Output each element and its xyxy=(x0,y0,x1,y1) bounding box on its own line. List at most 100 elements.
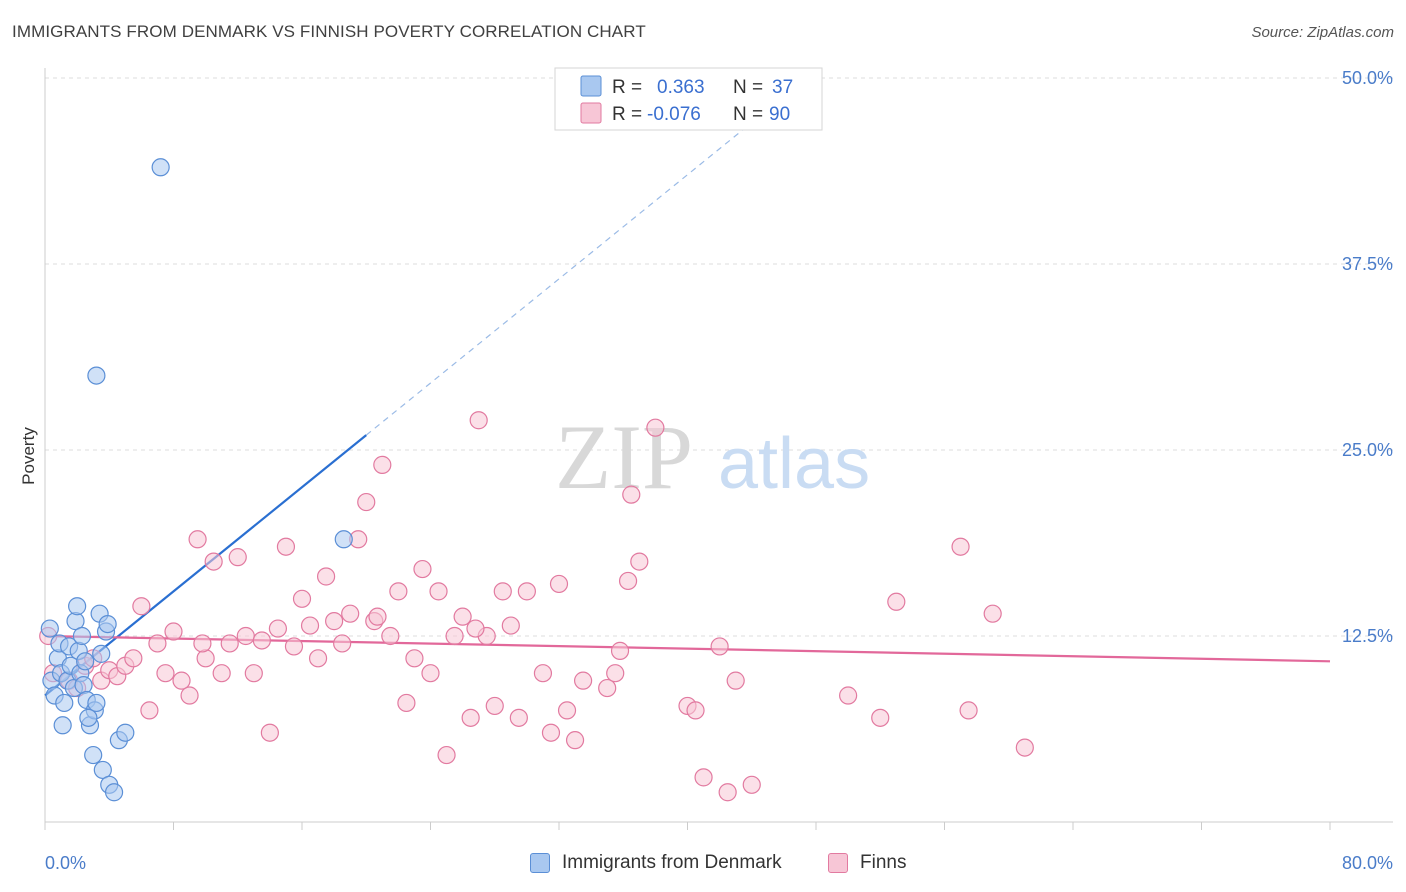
point-finns-52 xyxy=(461,708,480,727)
x-tick-label-1: 80.0% xyxy=(1342,853,1393,873)
y-tick-labels: 12.5% 25.0% 37.5% 50.0% xyxy=(1342,68,1393,646)
point-denmark-34 xyxy=(87,366,106,385)
point-denmark-15 xyxy=(72,626,92,646)
y-tick-label-3: 50.0% xyxy=(1342,68,1393,88)
x-tick-label-0: 0.0% xyxy=(45,853,86,873)
stats-swatch-denmark xyxy=(580,75,602,97)
point-finns-33 xyxy=(308,649,328,668)
axes xyxy=(44,68,1393,830)
point-finns-80 xyxy=(839,686,858,705)
point-finns-85 xyxy=(983,604,1002,623)
point-finns-81 xyxy=(871,708,890,727)
point-finns-11 xyxy=(132,597,151,616)
data-points xyxy=(39,158,1034,802)
point-finns-23 xyxy=(228,548,247,567)
point-finns-37 xyxy=(341,604,360,623)
point-finns-25 xyxy=(244,664,263,683)
point-finns-88 xyxy=(193,634,212,653)
point-finns-29 xyxy=(276,537,296,556)
point-finns-15 xyxy=(164,622,183,641)
point-finns-72 xyxy=(646,418,665,437)
point-denmark-0 xyxy=(40,619,59,638)
legend: Immigrants from Denmark Finns xyxy=(0,852,1406,878)
grid-lines xyxy=(45,77,1393,637)
point-finns-69 xyxy=(618,571,638,591)
point-finns-55 xyxy=(485,696,504,716)
point-finns-42 xyxy=(381,626,400,646)
point-finns-66 xyxy=(598,678,617,698)
point-finns-83 xyxy=(951,537,970,556)
point-finns-21 xyxy=(212,664,231,683)
stats-r-value-2: -0.076 xyxy=(647,104,701,125)
point-finns-45 xyxy=(405,649,424,668)
point-denmark-33 xyxy=(116,723,135,742)
stats-n-label-2: N = xyxy=(733,104,763,125)
point-finns-31 xyxy=(292,589,312,608)
point-finns-56 xyxy=(493,582,512,601)
point-finns-63 xyxy=(557,701,577,720)
point-finns-50 xyxy=(445,626,464,646)
y-axis-label: Poverty xyxy=(19,427,38,485)
point-finns-10 xyxy=(124,649,143,668)
point-finns-34 xyxy=(316,567,336,586)
point-finns-19 xyxy=(196,649,215,668)
point-finns-71 xyxy=(630,552,649,571)
point-finns-24 xyxy=(236,626,255,646)
point-finns-22 xyxy=(220,634,239,653)
legend-swatch-denmark xyxy=(530,853,550,873)
point-finns-87 xyxy=(368,607,387,626)
point-finns-16 xyxy=(172,671,191,690)
stats-n-value-1: 37 xyxy=(772,77,793,98)
stats-n-value-2: 90 xyxy=(769,104,790,125)
point-denmark-32 xyxy=(79,708,98,727)
stats-n-label-1: N = xyxy=(733,77,763,98)
legend-label-denmark: Immigrants from Denmark xyxy=(562,852,782,873)
point-finns-89 xyxy=(466,619,485,638)
chart-source: Source: ZipAtlas.com xyxy=(1251,24,1394,41)
watermark: ZIP atlas xyxy=(555,406,870,508)
point-finns-48 xyxy=(429,582,448,601)
point-finns-49 xyxy=(437,745,456,765)
point-finns-32 xyxy=(300,616,320,635)
point-finns-20 xyxy=(204,552,223,571)
point-finns-76 xyxy=(710,637,729,656)
stats-swatch-finns xyxy=(580,102,602,124)
point-finns-70 xyxy=(622,485,641,504)
legend-item-finns[interactable]: Finns xyxy=(828,852,906,874)
point-finns-62 xyxy=(549,574,569,594)
stats-r-label-2: R = xyxy=(612,104,642,125)
point-finns-28 xyxy=(268,619,288,638)
y-tick-label-2: 37.5% xyxy=(1342,254,1393,274)
point-finns-64 xyxy=(565,731,585,750)
point-finns-51 xyxy=(453,607,472,626)
point-denmark-22 xyxy=(87,693,106,713)
point-denmark-17 xyxy=(76,652,95,671)
y-tick-label-1: 25.0% xyxy=(1342,440,1393,460)
point-finns-26 xyxy=(252,631,271,650)
point-finns-36 xyxy=(333,634,352,653)
stats-box: R = 0.363 N = 37 R = -0.076 N = 90 xyxy=(554,67,823,131)
chart-title: IMMIGRANTS FROM DENMARK VS FINNISH POVER… xyxy=(12,22,646,41)
point-denmark-29 xyxy=(104,783,124,802)
watermark-atlas: atlas xyxy=(718,424,870,504)
point-finns-79 xyxy=(742,775,761,794)
point-finns-46 xyxy=(413,559,432,579)
point-finns-78 xyxy=(726,671,745,690)
point-finns-39 xyxy=(357,492,376,512)
x-tick-labels: 0.0% 80.0% xyxy=(45,853,1393,873)
point-finns-61 xyxy=(541,723,561,742)
point-finns-77 xyxy=(718,783,737,802)
point-finns-41 xyxy=(373,455,392,474)
stats-r-value-1: 0.363 xyxy=(657,77,705,98)
point-finns-75 xyxy=(694,768,713,787)
y-tick-label-0: 12.5% xyxy=(1342,626,1393,646)
point-finns-68 xyxy=(610,641,630,660)
point-finns-44 xyxy=(397,693,416,713)
point-denmark-6 xyxy=(55,693,74,713)
point-finns-59 xyxy=(517,582,536,601)
point-denmark-36 xyxy=(334,530,353,549)
point-finns-86 xyxy=(1015,738,1034,757)
point-denmark-12 xyxy=(68,597,87,616)
legend-item-denmark[interactable]: Immigrants from Denmark xyxy=(530,852,782,874)
